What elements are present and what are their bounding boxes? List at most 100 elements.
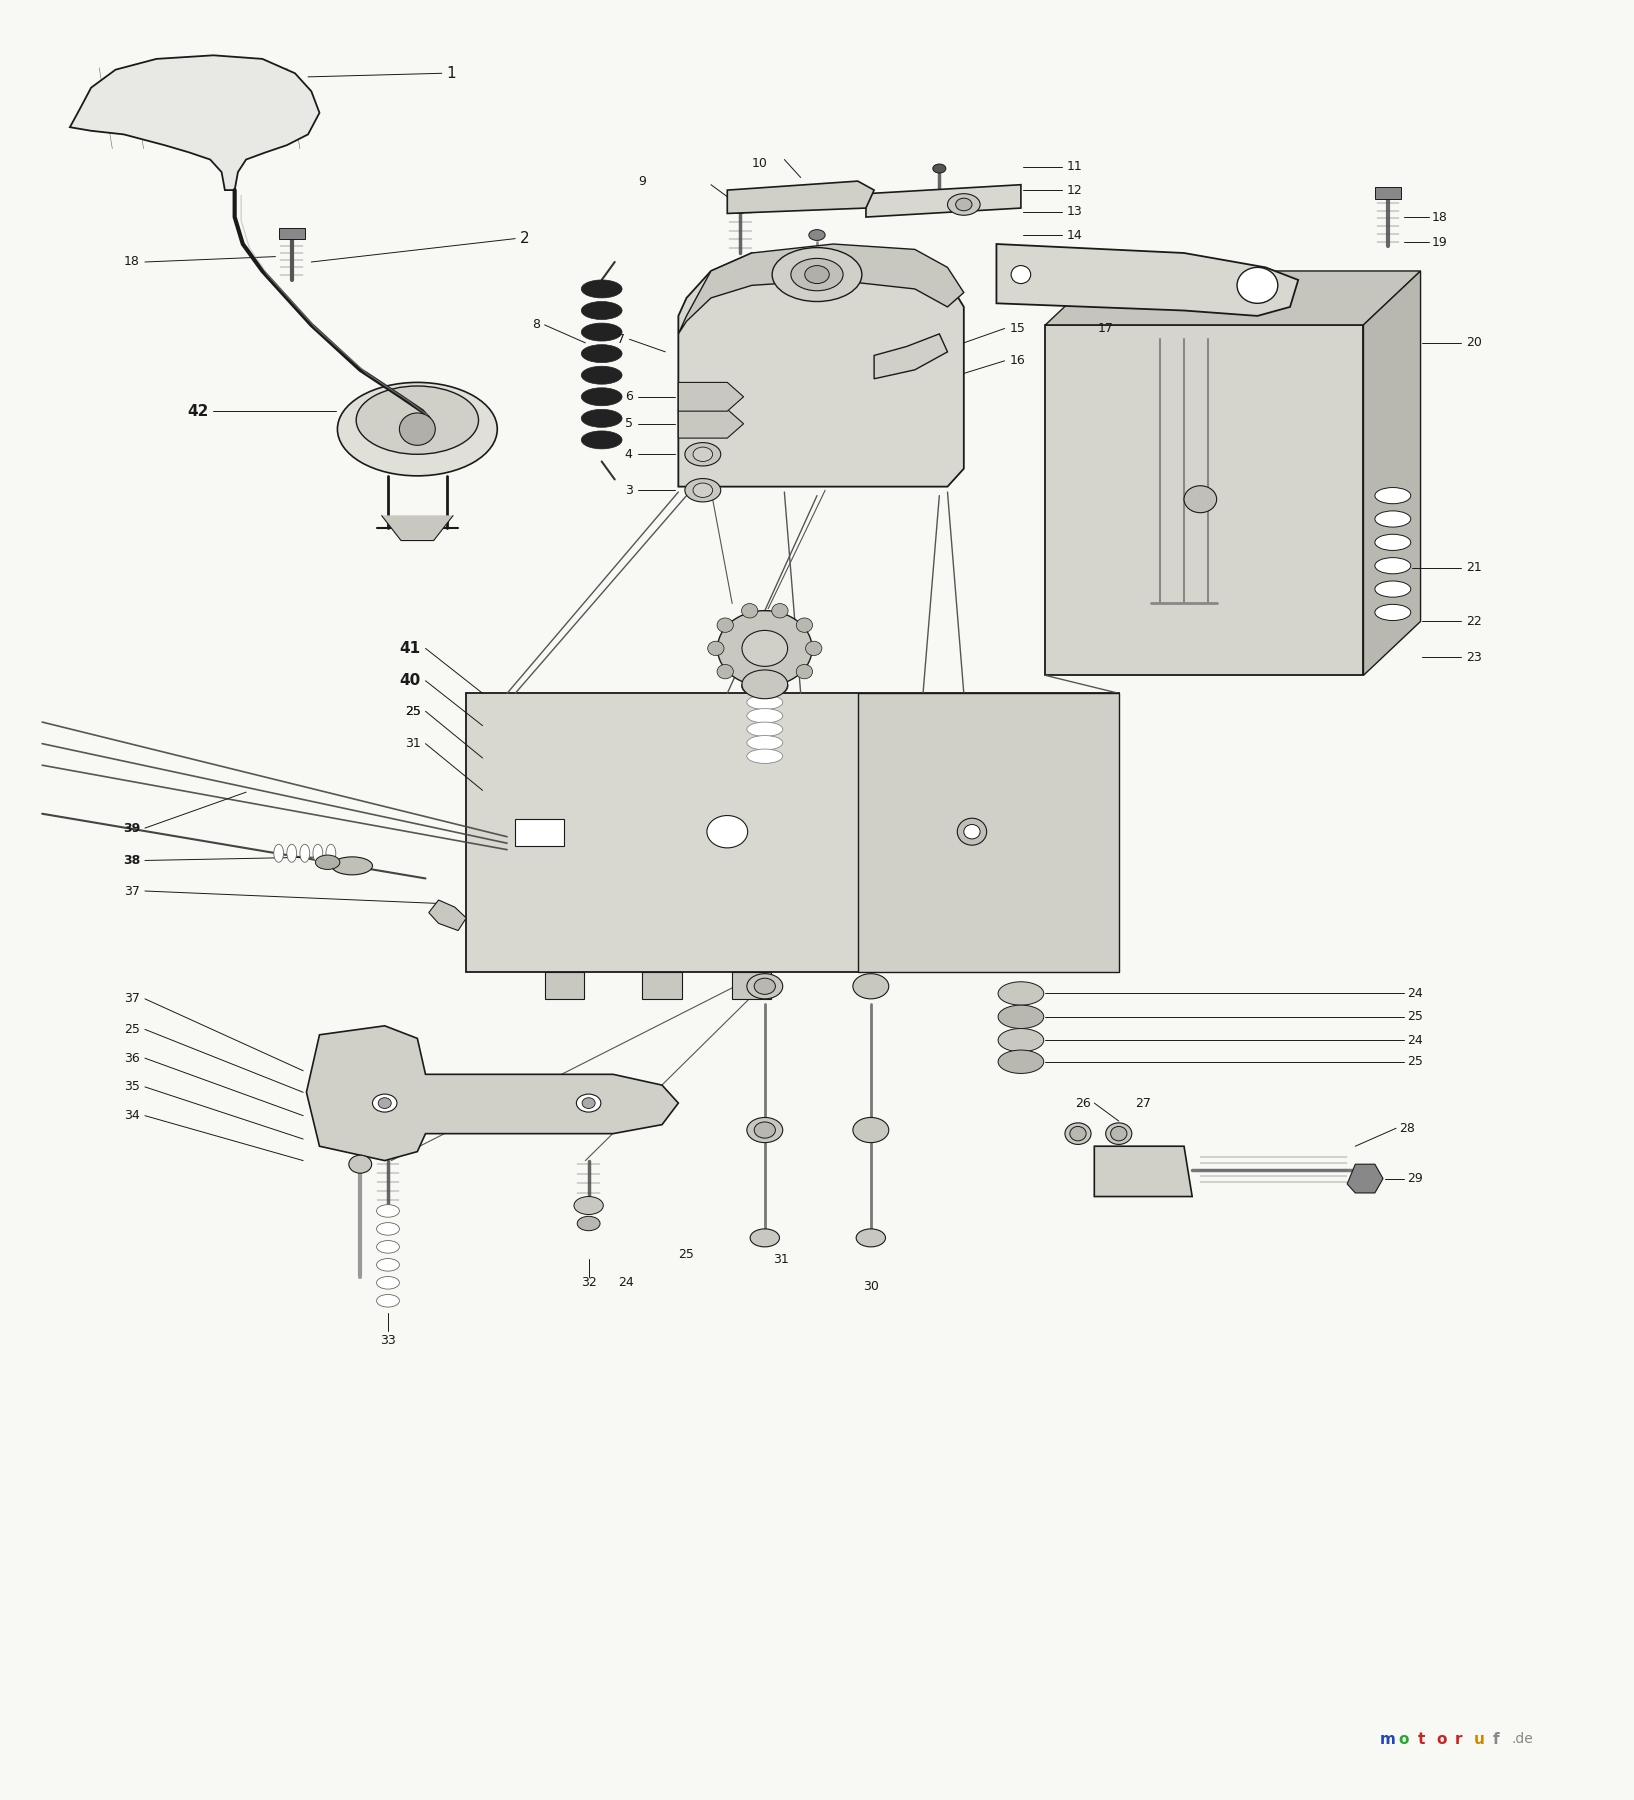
- Ellipse shape: [376, 1240, 399, 1253]
- Text: u: u: [1474, 1732, 1484, 1746]
- Text: m: m: [1379, 1732, 1395, 1746]
- Ellipse shape: [771, 603, 788, 617]
- Polygon shape: [727, 182, 874, 214]
- Ellipse shape: [732, 203, 748, 214]
- Ellipse shape: [742, 603, 758, 617]
- Ellipse shape: [853, 974, 889, 999]
- Text: 7: 7: [616, 333, 624, 346]
- Text: 25: 25: [1407, 1055, 1423, 1067]
- Text: 40: 40: [399, 673, 420, 688]
- Ellipse shape: [933, 164, 946, 173]
- Text: 37: 37: [124, 884, 141, 898]
- Text: 31: 31: [773, 1253, 789, 1265]
- Polygon shape: [1095, 1147, 1193, 1197]
- Polygon shape: [1046, 272, 1420, 324]
- Ellipse shape: [1374, 511, 1410, 527]
- Ellipse shape: [582, 430, 623, 448]
- Ellipse shape: [717, 617, 734, 632]
- Ellipse shape: [327, 844, 337, 862]
- Ellipse shape: [747, 749, 783, 763]
- Ellipse shape: [582, 409, 623, 427]
- Polygon shape: [428, 900, 466, 931]
- Text: o: o: [1399, 1732, 1409, 1746]
- Ellipse shape: [582, 344, 623, 362]
- Ellipse shape: [685, 479, 721, 502]
- Ellipse shape: [773, 248, 861, 302]
- Text: 26: 26: [1075, 1096, 1092, 1109]
- Text: 25: 25: [678, 1247, 694, 1260]
- Text: 30: 30: [863, 1280, 879, 1292]
- Text: 13: 13: [1067, 205, 1082, 218]
- Ellipse shape: [1374, 605, 1410, 621]
- Text: .de: .de: [1511, 1732, 1533, 1746]
- Text: 24: 24: [1407, 986, 1423, 1001]
- Ellipse shape: [796, 617, 812, 632]
- Text: 12: 12: [1067, 184, 1082, 196]
- Text: 23: 23: [1466, 652, 1482, 664]
- Ellipse shape: [771, 679, 788, 693]
- Ellipse shape: [998, 1004, 1044, 1028]
- Ellipse shape: [376, 1294, 399, 1307]
- Bar: [1374, 187, 1400, 200]
- Text: 18: 18: [124, 256, 141, 268]
- Polygon shape: [1046, 324, 1363, 675]
- Ellipse shape: [998, 1049, 1044, 1073]
- Text: 5: 5: [624, 418, 632, 430]
- Polygon shape: [678, 254, 964, 486]
- Text: 22: 22: [1466, 616, 1482, 628]
- Text: 34: 34: [124, 1109, 141, 1121]
- Text: 20: 20: [1466, 337, 1482, 349]
- Ellipse shape: [806, 266, 828, 284]
- Text: 31: 31: [405, 738, 420, 751]
- Text: 24: 24: [618, 1276, 634, 1289]
- Polygon shape: [678, 245, 964, 333]
- Ellipse shape: [685, 443, 721, 466]
- Ellipse shape: [1065, 1123, 1092, 1145]
- Text: 9: 9: [637, 175, 645, 187]
- Polygon shape: [381, 515, 453, 540]
- Ellipse shape: [750, 1229, 779, 1247]
- Text: 15: 15: [1010, 322, 1026, 335]
- Ellipse shape: [399, 412, 435, 445]
- Ellipse shape: [337, 382, 497, 475]
- Ellipse shape: [708, 641, 724, 655]
- Ellipse shape: [747, 974, 783, 999]
- Text: r: r: [1454, 1732, 1462, 1746]
- Ellipse shape: [742, 630, 788, 666]
- Ellipse shape: [964, 824, 980, 839]
- Ellipse shape: [314, 844, 324, 862]
- Ellipse shape: [315, 855, 340, 869]
- Ellipse shape: [373, 1094, 397, 1112]
- Text: 28: 28: [1399, 1121, 1415, 1134]
- Text: 18: 18: [1431, 211, 1448, 223]
- Ellipse shape: [288, 844, 297, 862]
- Text: 17: 17: [1098, 322, 1113, 335]
- Ellipse shape: [717, 610, 812, 686]
- Ellipse shape: [301, 844, 310, 862]
- Ellipse shape: [708, 815, 748, 848]
- Text: 35: 35: [124, 1080, 141, 1093]
- Ellipse shape: [376, 1204, 399, 1217]
- Ellipse shape: [948, 194, 980, 216]
- Ellipse shape: [755, 1121, 776, 1138]
- Polygon shape: [678, 409, 743, 437]
- Ellipse shape: [956, 198, 972, 211]
- Text: 27: 27: [1136, 1096, 1150, 1109]
- Ellipse shape: [693, 446, 712, 461]
- Text: 19: 19: [1431, 236, 1448, 248]
- Text: 10: 10: [752, 157, 768, 169]
- Text: 6: 6: [624, 391, 632, 403]
- Ellipse shape: [348, 1156, 371, 1174]
- Text: 8: 8: [531, 319, 539, 331]
- Text: 3: 3: [624, 484, 632, 497]
- Ellipse shape: [582, 302, 623, 319]
- Ellipse shape: [377, 1098, 391, 1109]
- Polygon shape: [307, 1026, 678, 1161]
- Text: 14: 14: [1067, 229, 1082, 241]
- Ellipse shape: [582, 387, 623, 405]
- Polygon shape: [858, 693, 1119, 972]
- Text: 11: 11: [1067, 160, 1082, 173]
- Ellipse shape: [791, 259, 843, 292]
- Polygon shape: [1346, 1165, 1382, 1193]
- Text: 25: 25: [405, 706, 420, 718]
